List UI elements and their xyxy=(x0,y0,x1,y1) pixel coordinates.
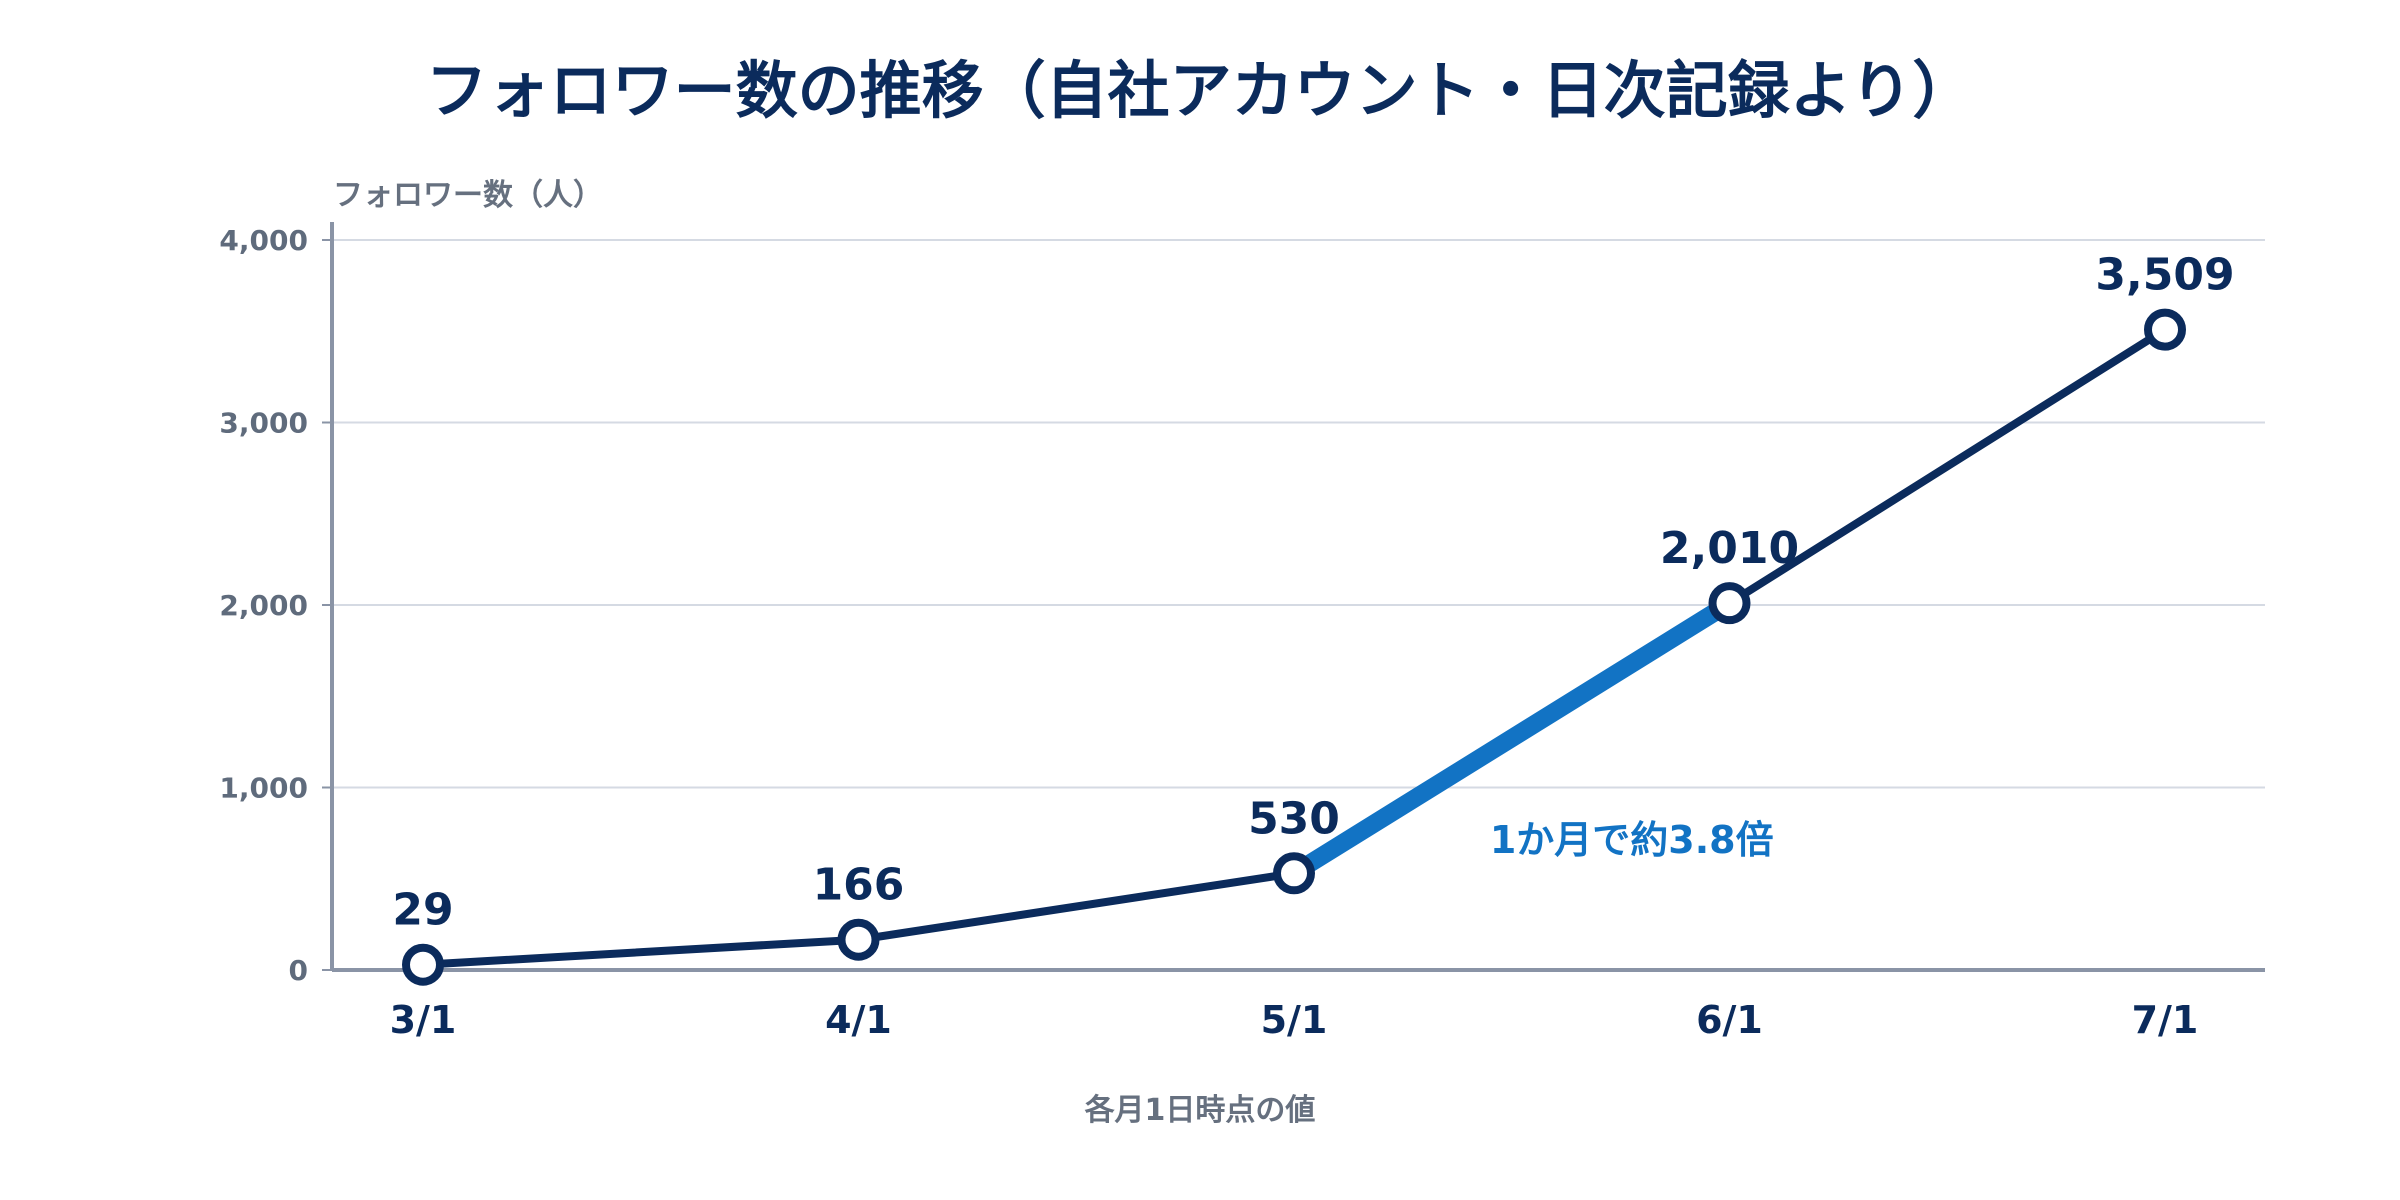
series-line-segment xyxy=(854,869,1298,944)
grid-layer xyxy=(332,239,2265,789)
data-label: 29 xyxy=(392,885,453,936)
label-layer: 0 1,000 2,000 3,000 4,000 3/1 4/1 5/1 6/1 7/1 29 16… xyxy=(219,224,2234,1042)
x-tick-label: 6/1 xyxy=(1696,998,1763,1042)
data-label: 2,010 xyxy=(1660,523,1799,574)
highlight-annotation: 1か月で約3.8倍 xyxy=(1490,818,1774,862)
x-tick-label: 7/1 xyxy=(2132,998,2199,1042)
series-line-segment xyxy=(1725,325,2169,608)
y-axis-label: フォロワー数（人） xyxy=(333,178,603,213)
data-point-marker xyxy=(1273,852,1315,895)
y-tick-label: 4,000 xyxy=(219,224,308,257)
data-label: 3,509 xyxy=(2095,250,2234,301)
series-line-segment xyxy=(419,935,863,969)
y-tick-label: 1,000 xyxy=(219,772,308,805)
y-tick-label: 3,000 xyxy=(219,407,308,440)
y-tick-label: 0 xyxy=(289,954,308,987)
x-axis-label: 各月1日時点の値 xyxy=(1084,1093,1316,1128)
x-tick-label: 4/1 xyxy=(825,998,892,1042)
series-layer xyxy=(419,325,2169,969)
x-tick-label: 5/1 xyxy=(1261,998,1328,1042)
data-point-marker xyxy=(402,943,444,986)
data-label: 166 xyxy=(813,860,905,911)
x-tick-label: 3/1 xyxy=(390,998,457,1042)
axes-layer xyxy=(322,222,2265,972)
highlight-segment xyxy=(1285,594,1739,883)
data-label: 530 xyxy=(1248,793,1340,844)
data-point-marker xyxy=(2144,308,2186,351)
marker-layer xyxy=(402,308,2186,986)
data-point-marker xyxy=(837,918,880,961)
data-point-marker xyxy=(1708,582,1751,625)
y-tick-label: 2,000 xyxy=(219,589,308,622)
chart-title: フォロワー数の推移（自社アカウント・日次記録より） xyxy=(426,54,1975,127)
